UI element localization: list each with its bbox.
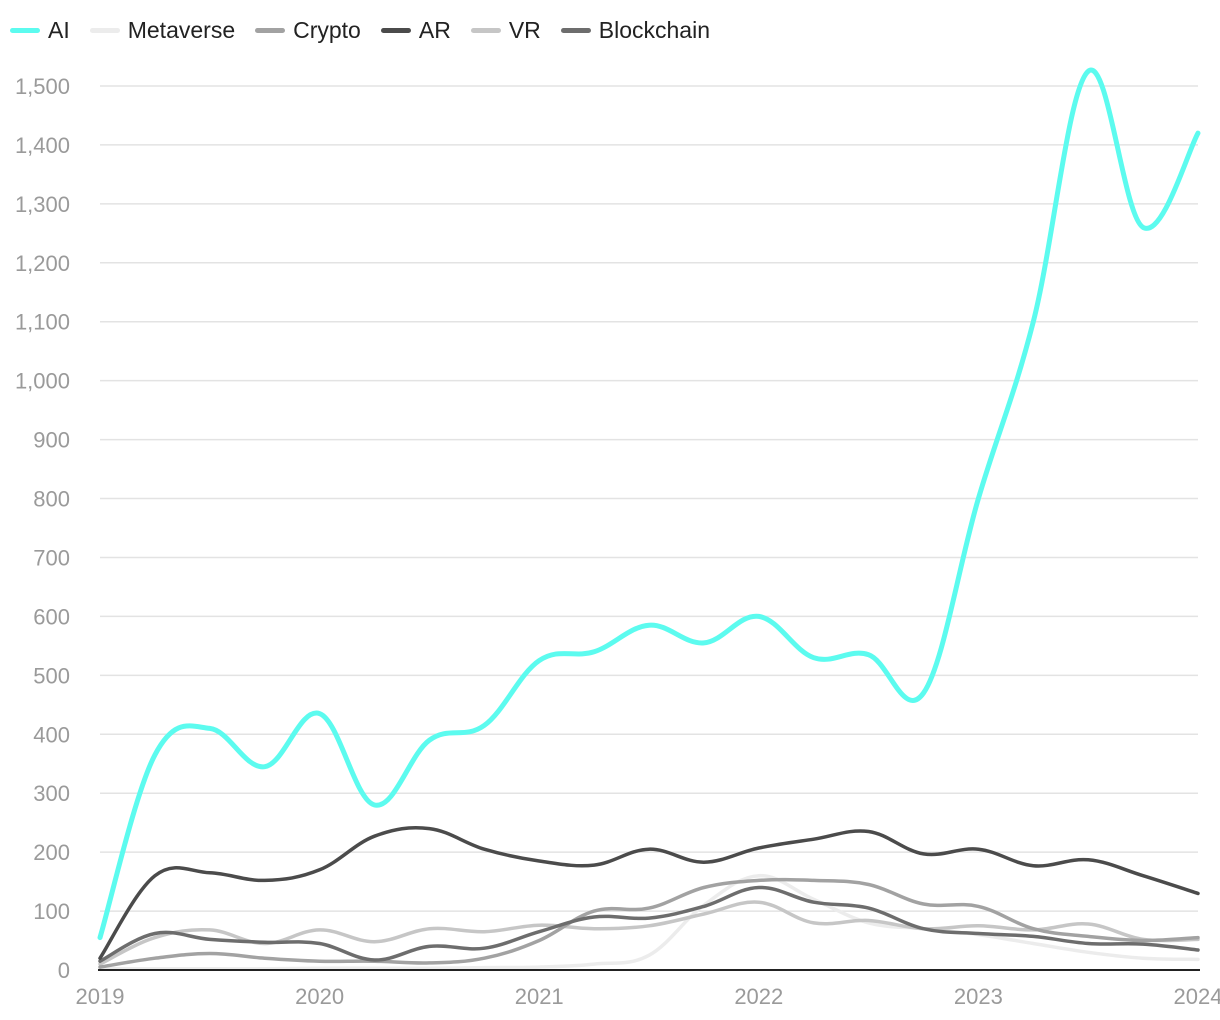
legend-label: AR (418, 16, 451, 43)
x-tick-label: 2020 (295, 984, 344, 1009)
y-axis-ticks: 0 100 200 300 400 500 600 700 800 900 1,000 1,100 1,… (15, 74, 70, 983)
legend-label: VR (508, 16, 541, 43)
legend-label: Crypto (293, 16, 361, 43)
series-line-crypto (98, 877, 1200, 969)
legend-item-ar[interactable]: AR (380, 16, 451, 44)
y-tick-label: 400 (33, 722, 70, 747)
legend-label: AI (48, 16, 70, 43)
y-tick-label: 200 (33, 840, 70, 865)
legend-item-blockchain[interactable]: Blockchain (560, 16, 710, 44)
legend-swatch (10, 27, 40, 33)
legend-swatch (255, 27, 286, 33)
series-line-metaverse (98, 873, 1200, 971)
series-line-ai (97, 67, 1201, 941)
series-lines (97, 67, 1201, 971)
legend-item-crypto[interactable]: Crypto (255, 17, 361, 44)
y-tick-label: 600 (33, 604, 70, 629)
y-tick-label: 1,200 (15, 251, 70, 276)
legend-item-vr[interactable]: VR (470, 16, 541, 44)
x-axis-ticks: 2019 2020 2021 2022 2023 2024 (76, 984, 1220, 1009)
legend-label: Metaverse (127, 16, 236, 43)
y-tick-label: 100 (33, 899, 70, 924)
legend-label: Blockchain (598, 16, 710, 43)
series-line-ar (98, 825, 1200, 960)
y-tick-label: 0 (58, 958, 70, 983)
y-tick-label: 1,000 (15, 369, 70, 394)
legend-swatch (470, 27, 501, 33)
y-tick-label: 700 (33, 545, 70, 570)
y-tick-label: 900 (33, 428, 70, 453)
y-tick-label: 300 (33, 781, 70, 806)
legend-swatch (89, 27, 120, 33)
series-line-blockchain (98, 885, 1200, 963)
x-tick-label: 2023 (954, 984, 1003, 1009)
legend-swatch (560, 27, 591, 33)
y-tick-label: 500 (33, 663, 70, 688)
legend-item-metaverse[interactable]: Metaverse (89, 16, 236, 44)
y-tick-label: 1,100 (15, 310, 70, 335)
x-tick-label: 2024 (1174, 984, 1220, 1009)
y-tick-label: 800 (33, 487, 70, 512)
x-tick-label: 2021 (515, 984, 564, 1009)
legend-item-ai[interactable]: AI (10, 17, 70, 44)
x-tick-label: 2019 (76, 984, 125, 1009)
gridlines (100, 85, 1198, 912)
x-tick-label: 2022 (734, 984, 783, 1009)
y-tick-label: 1,500 (15, 74, 70, 99)
legend: AI Metaverse Crypto AR VR Blockchain (10, 14, 730, 46)
y-tick-label: 1,300 (15, 192, 70, 217)
y-tick-label: 1,400 (15, 133, 70, 158)
legend-swatch (380, 27, 411, 33)
